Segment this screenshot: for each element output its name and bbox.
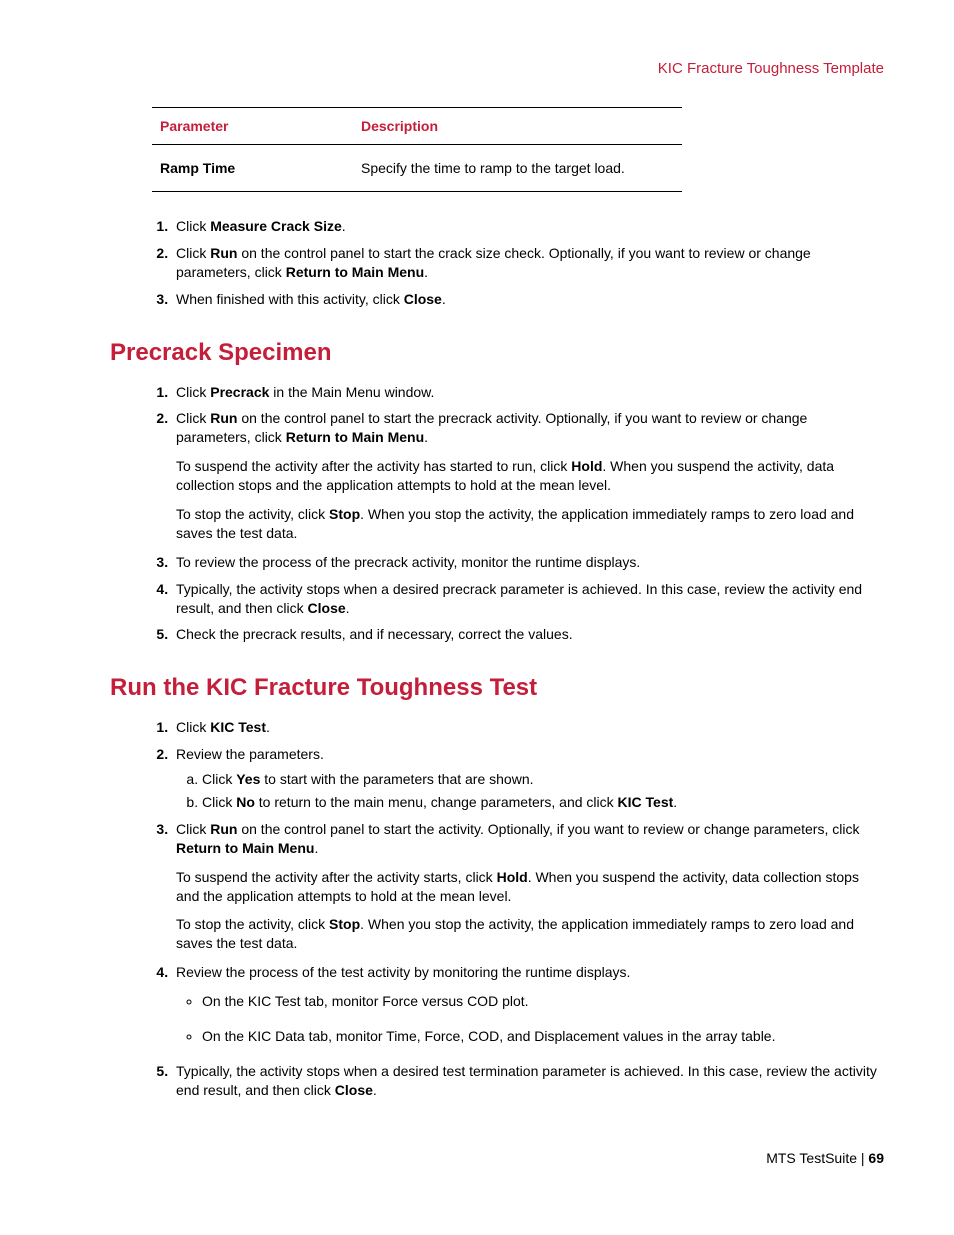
parameter-table: Parameter Description Ramp Time Specify … bbox=[152, 107, 682, 192]
table-row: Ramp Time Specify the time to ramp to th… bbox=[152, 145, 682, 192]
list-item: Typically, the activity stops when a des… bbox=[172, 1062, 884, 1100]
bold-term: Close bbox=[308, 600, 346, 616]
text: Click bbox=[202, 794, 236, 810]
list-item: On the KIC Data tab, monitor Time, Force… bbox=[202, 1027, 884, 1046]
paragraph: To stop the activity, click Stop. When y… bbox=[176, 505, 884, 543]
list-item: Click Run on the control panel to start … bbox=[172, 820, 884, 953]
bold-term: Close bbox=[404, 291, 442, 307]
text: on the control panel to start the crack … bbox=[176, 245, 811, 280]
text: Review the process of the test activity … bbox=[176, 964, 630, 980]
text: Click bbox=[176, 821, 210, 837]
text: . bbox=[342, 218, 346, 234]
bold-term: Stop bbox=[329, 916, 360, 932]
text: Review the parameters. bbox=[176, 746, 324, 762]
text: Click bbox=[176, 218, 210, 234]
text: . bbox=[314, 840, 318, 856]
page-header-title: KIC Fracture Toughness Template bbox=[110, 60, 884, 77]
paragraph: To suspend the activity after the activi… bbox=[176, 457, 884, 495]
bold-term: Return to Main Menu bbox=[286, 264, 424, 280]
table-cell-desc: Specify the time to ramp to the target l… bbox=[353, 145, 682, 192]
text: To suspend the activity after the activi… bbox=[176, 869, 497, 885]
text: on the control panel to start the precra… bbox=[176, 410, 807, 445]
bullet-list: On the KIC Test tab, monitor Force versu… bbox=[176, 992, 884, 1046]
bold-term: Yes bbox=[236, 771, 260, 787]
text: Click bbox=[176, 719, 210, 735]
page-footer: MTS TestSuite | 69 bbox=[110, 1150, 884, 1166]
text: Click bbox=[202, 771, 236, 787]
text: . bbox=[266, 719, 270, 735]
footer-product: MTS TestSuite | bbox=[766, 1150, 868, 1166]
bold-term: Precrack bbox=[210, 384, 269, 400]
text: . bbox=[673, 794, 677, 810]
text: Typically, the activity stops when a des… bbox=[176, 581, 862, 616]
text: Click bbox=[176, 410, 210, 426]
text: To stop the activity, click bbox=[176, 916, 329, 932]
text: To stop the activity, click bbox=[176, 506, 329, 522]
text: When finished with this activity, click bbox=[176, 291, 404, 307]
text: Click bbox=[176, 384, 210, 400]
list-item: Typically, the activity stops when a des… bbox=[172, 580, 884, 618]
text: . bbox=[346, 600, 350, 616]
precrack-heading: Precrack Specimen bbox=[110, 339, 884, 367]
text: Typically, the activity stops when a des… bbox=[176, 1063, 877, 1098]
runtest-step-list: Click KIC Test. Review the parameters. C… bbox=[152, 718, 884, 1099]
text: in the Main Menu window. bbox=[269, 384, 434, 400]
bold-term: Run bbox=[210, 410, 237, 426]
footer-page-number: 69 bbox=[868, 1150, 884, 1166]
runtest-heading: Run the KIC Fracture Toughness Test bbox=[110, 674, 884, 702]
bold-term: Stop bbox=[329, 506, 360, 522]
list-item: Click Yes to start with the parameters t… bbox=[202, 770, 884, 789]
list-item: On the KIC Test tab, monitor Force versu… bbox=[202, 992, 884, 1011]
list-item: Review the process of the test activity … bbox=[172, 963, 884, 1046]
sub-list: Click Yes to start with the parameters t… bbox=[176, 770, 884, 812]
bold-term: Hold bbox=[571, 458, 602, 474]
list-item: Click Precrack in the Main Menu window. bbox=[172, 383, 884, 402]
list-item: When finished with this activity, click … bbox=[172, 290, 884, 309]
bold-term: Run bbox=[210, 821, 237, 837]
list-item: Click Measure Crack Size. bbox=[172, 217, 884, 236]
text: on the control panel to start the activi… bbox=[237, 821, 859, 837]
page-content: KIC Fracture Toughness Template Paramete… bbox=[0, 0, 954, 1206]
bold-term: Hold bbox=[497, 869, 528, 885]
bold-term: Measure Crack Size bbox=[210, 218, 342, 234]
paragraph: To stop the activity, click Stop. When y… bbox=[176, 915, 884, 953]
list-item: Review the parameters. Click Yes to star… bbox=[172, 745, 884, 812]
text: Click bbox=[176, 245, 210, 261]
text: To suspend the activity after the activi… bbox=[176, 458, 571, 474]
bold-term: KIC Test bbox=[618, 794, 674, 810]
list-item: To review the process of the precrack ac… bbox=[172, 553, 884, 572]
text: . bbox=[373, 1082, 377, 1098]
bold-term: No bbox=[236, 794, 255, 810]
bold-term: Return to Main Menu bbox=[286, 429, 424, 445]
intro-step-list: Click Measure Crack Size. Click Run on t… bbox=[152, 217, 884, 309]
text: to start with the parameters that are sh… bbox=[260, 771, 533, 787]
bold-term: Return to Main Menu bbox=[176, 840, 314, 856]
precrack-step-list: Click Precrack in the Main Menu window. … bbox=[152, 383, 884, 645]
list-item: Check the precrack results, and if neces… bbox=[172, 625, 884, 644]
table-header-description: Description bbox=[353, 108, 682, 145]
bold-term: Close bbox=[335, 1082, 373, 1098]
text: . bbox=[442, 291, 446, 307]
text: . bbox=[424, 264, 428, 280]
bold-term: Run bbox=[210, 245, 237, 261]
table-header-parameter: Parameter bbox=[152, 108, 353, 145]
list-item: Click KIC Test. bbox=[172, 718, 884, 737]
paragraph: To suspend the activity after the activi… bbox=[176, 868, 884, 906]
table-cell-param: Ramp Time bbox=[152, 145, 353, 192]
text: to return to the main menu, change param… bbox=[255, 794, 618, 810]
list-item: Click Run on the control panel to start … bbox=[172, 244, 884, 282]
list-item: Click Run on the control panel to start … bbox=[172, 409, 884, 542]
text: . bbox=[424, 429, 428, 445]
bold-term: KIC Test bbox=[210, 719, 266, 735]
list-item: Click No to return to the main menu, cha… bbox=[202, 793, 884, 812]
